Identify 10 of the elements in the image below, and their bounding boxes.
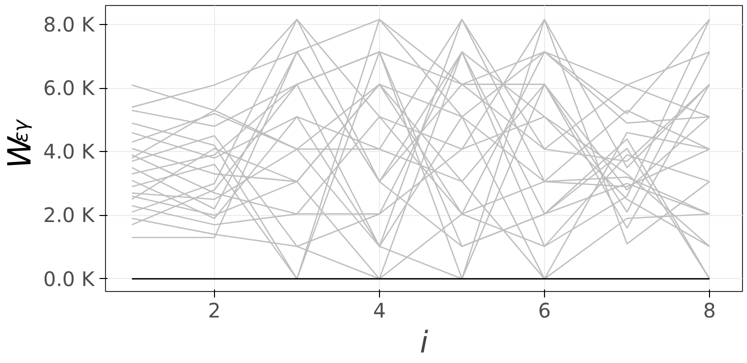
x-tick-label: 4 [373,298,386,322]
y-tick-label: 6.0 K [43,76,96,100]
y-tick-label: 8.0 K [43,12,96,37]
x-tick-label: 2 [208,298,221,322]
y-tick-label: 0.0 K [43,266,96,291]
x-axis-title: i [420,326,429,360]
y-tick-label: 2.0 K [43,203,96,228]
y-tick-label: 4.0 K [43,140,96,164]
x-tick-label: 8 [703,298,716,322]
x-tick-label: 6 [538,298,551,322]
